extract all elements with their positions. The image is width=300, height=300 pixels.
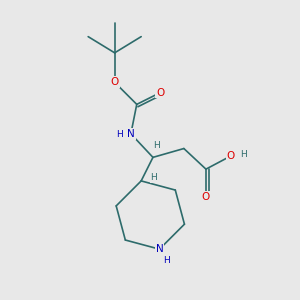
Text: O: O [202,192,210,202]
Text: H: H [164,256,170,265]
Text: O: O [227,151,235,161]
Text: H: H [240,150,247,159]
Text: H: H [116,130,123,139]
Text: H: H [150,173,157,182]
Text: O: O [110,77,119,87]
Text: H: H [153,141,160,150]
Text: N: N [127,129,135,139]
Text: O: O [156,88,164,98]
Text: N: N [156,244,163,254]
